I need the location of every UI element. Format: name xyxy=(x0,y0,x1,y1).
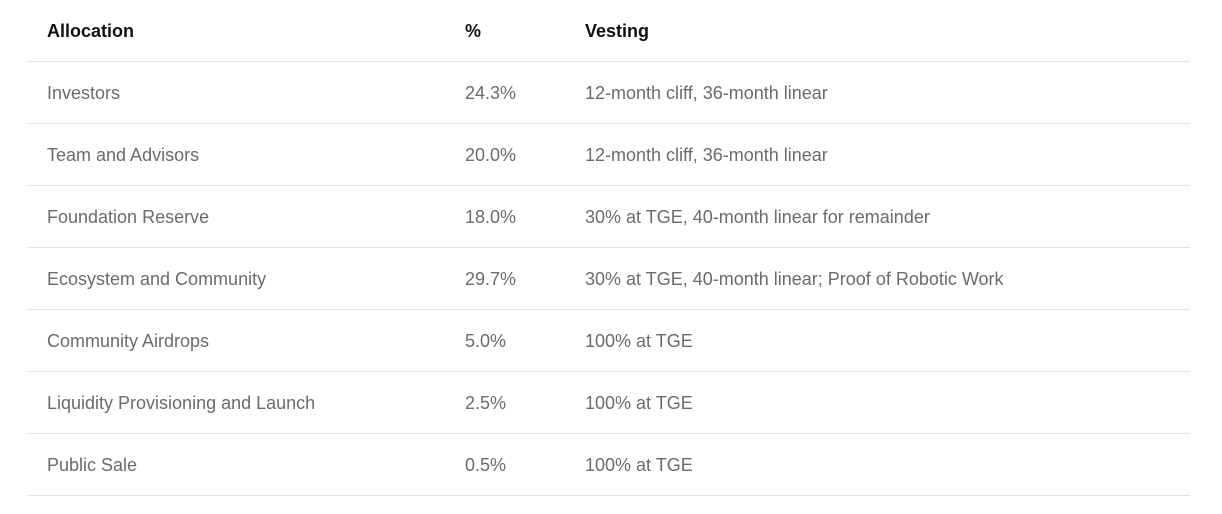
table-cell: Foundation Reserve xyxy=(47,207,210,227)
table-cell: Liquidity Provisioning and Launch xyxy=(47,393,316,413)
table-cell: % xyxy=(465,21,482,41)
table-row: Ecosystem and Community 29.7% 30% at TGE, … xyxy=(27,248,1190,310)
table-cell: Allocation xyxy=(47,21,135,41)
table-cell: 12-month cliff, 36-month linear xyxy=(585,83,828,103)
table-cell: 100% at TGE xyxy=(585,393,693,413)
table-cell: 5.0% xyxy=(465,331,507,351)
table-cell: Public Sale xyxy=(47,455,138,475)
table-row: Public Sale 0.5% 100% at TGE xyxy=(27,434,1190,496)
table-cell: Community Airdrops xyxy=(47,331,210,351)
table-row: Foundation Reserve 18.0% 30% at TGE, 40-mo… xyxy=(27,186,1190,248)
table-row: Liquidity Provisioning and Launch 2.5% 100… xyxy=(27,372,1190,434)
table-cell: 30% at TGE, 40-month linear for remainde… xyxy=(585,207,930,227)
allocation-table: Allocation% Vesting Investors 24.3% 12-month… xyxy=(27,0,1190,514)
table-cell: 20.0% xyxy=(465,145,517,165)
table-row: Investors 24.3% 12-month cliff, 36-month l… xyxy=(27,62,1190,124)
table-cell: 29.7% xyxy=(465,269,517,289)
table-cell: 18.0% xyxy=(465,207,517,227)
table-cell: Vesting xyxy=(585,21,650,41)
table-cell: Team and Advisors xyxy=(47,145,200,165)
table-cell: 0.5% xyxy=(465,455,507,475)
table-cell: 100% at TGE xyxy=(585,331,693,351)
table-cell: 12-month cliff, 36-month linear xyxy=(585,145,828,165)
table-cell: Investors xyxy=(47,83,121,103)
table-cell: Ecosystem and Community xyxy=(47,269,267,289)
table-cell: 30% at TGE, 40-month linear; Proof of Ro… xyxy=(585,269,1004,289)
table-cell: 100% at TGE xyxy=(585,455,693,475)
table-cell: 2.5% xyxy=(465,393,507,413)
table-row: Community Airdrops 5.0% 100% at TGE xyxy=(27,310,1190,372)
table-row: Team and Advisors 20.0% 12-month cliff, 36… xyxy=(27,124,1190,186)
header-row: Allocation% Vesting xyxy=(27,0,1190,62)
table-cell: 24.3% xyxy=(465,83,517,103)
